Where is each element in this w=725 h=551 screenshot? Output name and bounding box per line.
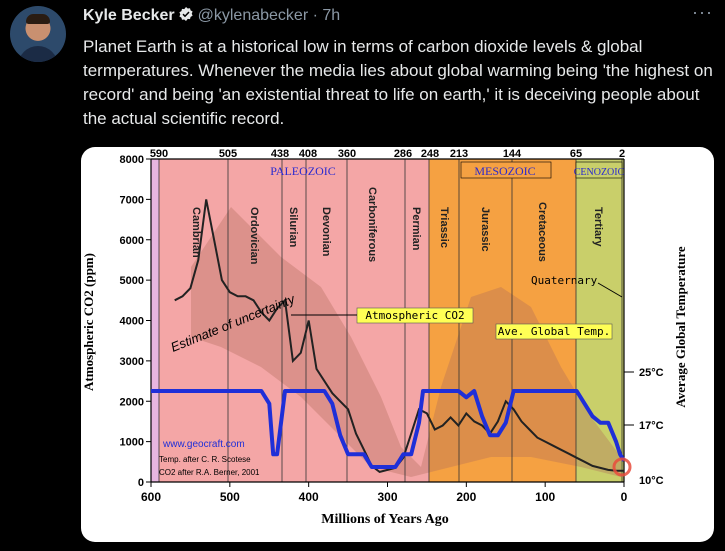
temp-label-25: 25°C (639, 367, 664, 379)
tweet-time[interactable]: 7h (322, 7, 341, 24)
band-cambrian-pale (151, 159, 159, 482)
temperature-series-line (151, 389, 626, 469)
x-axis-label: Millions of Years Ago (321, 512, 448, 527)
top-tick-2: 2 (619, 148, 625, 160)
top-tick-213: 213 (450, 148, 468, 160)
more-icon[interactable]: ··· (692, 2, 713, 22)
period-carboniferous: Carboniferous (366, 187, 378, 262)
avatar-hair (26, 14, 50, 24)
temp-label-17: 17°C (639, 420, 664, 432)
tweet-image[interactable]: PALEOZOIC MESOZOIC CENOZOIC 590 505 438 … (81, 147, 714, 542)
period-jurassic: Jurassic (479, 207, 491, 252)
period-cambrian: Cambrian (190, 207, 202, 258)
present-marker-icon (612, 457, 632, 477)
top-tick-505: 505 (219, 148, 237, 160)
annotation-quaternary-arrow (597, 282, 623, 298)
author-name[interactable]: Kyle Becker (83, 7, 175, 24)
era-label-cenozoic: CENOZOIC (574, 167, 625, 178)
x-tick-label: 100 (535, 490, 555, 504)
era-label-paleozoic: PALEOZOIC (270, 164, 336, 178)
top-tick-438: 438 (271, 148, 289, 160)
avatar-shirt (18, 46, 58, 62)
temp-labels: 25°C 17°C 10°C (624, 367, 664, 487)
annotation-quaternary: Quaternary (531, 274, 598, 287)
x-tick-label: 400 (299, 490, 319, 504)
y-tick-label: 2000 (120, 396, 144, 408)
y-tick-label: 6000 (120, 235, 144, 247)
separator: · (312, 7, 318, 24)
annotation-temp: Ave. Global Temp. (498, 325, 611, 338)
top-tick-590: 590 (150, 148, 168, 160)
band-cenozoic (576, 159, 624, 482)
source-co2: CO2 after R.A. Berner, 2001 (159, 468, 260, 477)
period-ordovician: Ordovician (248, 207, 260, 265)
tweet-header: Kyle Becker @kylenabecker · 7h (83, 6, 340, 25)
x-tick-label: 600 (141, 490, 161, 504)
x-tick-label: 200 (456, 490, 476, 504)
y-axis-ticks: 0 1000 2000 3000 4000 5000 6000 7000 8000 (120, 154, 151, 489)
annotation-temp-box (495, 323, 613, 340)
x-tick-label: 300 (377, 490, 397, 504)
y-tick-label: 4000 (120, 316, 144, 328)
y-tick-label: 0 (138, 477, 144, 489)
verified-badge-icon (179, 7, 193, 21)
x-tick-label: 500 (220, 490, 240, 504)
source-url: www.geocraft.com (162, 439, 245, 450)
period-triassic: Triassic (438, 207, 450, 248)
y-tick-label: 8000 (120, 154, 144, 166)
era-box-mesozoic (460, 161, 552, 179)
co2-temperature-chart: PALEOZOIC MESOZOIC CENOZOIC 590 505 438 … (81, 148, 688, 527)
x-axis-ticks: 600 500 400 300 200 100 0 (141, 482, 628, 504)
temp-label-10: 10°C (639, 475, 664, 487)
y-tick-label: 5000 (120, 275, 144, 287)
era-box-cenozoic (575, 161, 623, 179)
top-tick-248: 248 (421, 148, 439, 160)
period-permian: Permian (410, 207, 422, 251)
annotation-co2: Atmospheric CO2 (365, 309, 464, 322)
top-ticks: 590 505 438 408 360 286 248 213 144 65 2 (150, 148, 625, 160)
y-tick-label: 1000 (120, 437, 144, 449)
top-tick-65: 65 (570, 148, 582, 160)
y-axis-label-co2: Atmospheric CO2 (ppm) (81, 253, 96, 391)
y-tick-label: 7000 (120, 194, 144, 206)
y-axis-label-temperature: Average Global Temperature (673, 246, 688, 408)
author-avatar[interactable] (10, 6, 66, 62)
top-tick-408: 408 (299, 148, 317, 160)
period-silurian: Silurian (287, 207, 299, 248)
y-tick-label: 3000 (120, 356, 144, 368)
tweet-text: Planet Earth is at a historical low in t… (83, 37, 713, 128)
author-handle[interactable]: @kylenabecker (197, 7, 309, 24)
source-temp: Temp. after C. R. Scotese (159, 455, 251, 464)
x-tick-label: 0 (621, 490, 628, 504)
top-tick-360: 360 (338, 148, 356, 160)
top-tick-286: 286 (394, 148, 412, 160)
top-tick-144: 144 (503, 148, 522, 160)
period-cretaceous: Cretaceous (536, 202, 548, 262)
era-label-mesozoic: MESOZOIC (474, 164, 535, 178)
period-tertiary: Tertiary (592, 207, 604, 247)
period-devonian: Devonian (320, 207, 332, 257)
